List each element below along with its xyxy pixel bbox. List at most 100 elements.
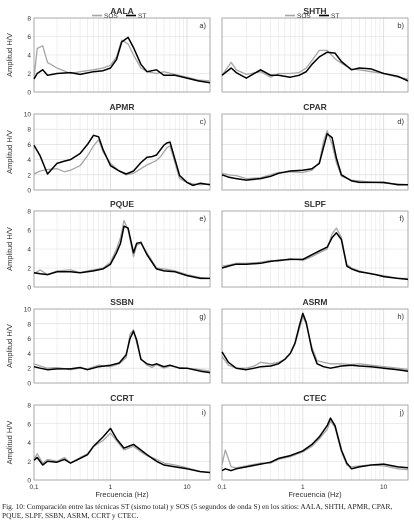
- panel-title: CCRT: [110, 393, 134, 403]
- plot-frame: [33, 17, 211, 93]
- y-tick-label: 0: [27, 478, 31, 485]
- y-tick-label: 10: [24, 112, 32, 119]
- legend-label-st: ST: [331, 13, 339, 20]
- y-axis-label: Amplitud H/V: [5, 33, 14, 77]
- y-tick-label: 6: [27, 228, 31, 235]
- series-line-sos: [33, 432, 211, 474]
- series-line-sos: [33, 139, 211, 186]
- panel-slpf: SLPF f): [221, 199, 409, 288]
- x-axis-label: Frecuencia (Hz): [95, 490, 149, 499]
- panel-title: ASRM: [302, 297, 327, 307]
- panel-ccrt: CCRT i) 0 2 4 6 8 Amplitud H/V 0,1 1 10 Frecuencia …: [5, 393, 211, 499]
- series-line-sos: [221, 315, 409, 371]
- panel-cpar: CPAR d): [221, 102, 409, 191]
- panel-label: h): [397, 312, 404, 321]
- y-tick-label: 4: [27, 247, 31, 254]
- panel-aala: AALA a) 0 2 4 6 8 Amplitud H/V SOS ST: [5, 6, 211, 97]
- legend: SOS ST: [92, 13, 146, 20]
- x-tick-label: 1: [109, 484, 113, 491]
- y-tick-label: 6: [27, 421, 31, 428]
- series-line-st: [221, 133, 408, 186]
- figure-caption: Fig. 10: Comparación entre las técnicas …: [2, 502, 393, 520]
- x-tick-label: 1: [301, 484, 305, 491]
- plot-frame: [221, 404, 409, 481]
- y-axis-label: Amplitud H/V: [5, 227, 14, 271]
- y-tick-label: 2: [27, 266, 31, 273]
- panel-label: d): [397, 117, 404, 126]
- y-tick-label: 8: [27, 16, 31, 23]
- series-line-sos: [221, 49, 409, 80]
- series-line-st: [221, 51, 409, 82]
- y-tick-label: 2: [27, 71, 31, 78]
- plot-frame: [33, 113, 211, 191]
- plot-frame: [221, 113, 409, 191]
- panel-apmr: APMR c) 0 2 4 6 8 10 Amplitud H/V: [5, 102, 211, 195]
- y-tick-label: 0: [27, 285, 31, 292]
- y-tick-label: 8: [27, 321, 31, 328]
- plot-frame: [33, 404, 211, 481]
- panel-label: b): [397, 21, 404, 30]
- y-tick-label: 2: [27, 172, 31, 179]
- panel-shth: SHTH b) SOS ST: [221, 6, 409, 93]
- y-tick-label: 2: [27, 459, 31, 466]
- series-line-sos: [33, 219, 211, 280]
- y-tick-label: 0: [27, 90, 31, 97]
- panel-title: AALA: [110, 6, 134, 16]
- plot-frame: [221, 17, 409, 93]
- plot-frame: [221, 308, 409, 384]
- panel-pque: PQUE e) 0 2 4 6 8 Amplitud H/V: [5, 199, 211, 292]
- y-tick-label: 10: [24, 307, 32, 314]
- series-line-st: [221, 312, 409, 372]
- panel-title: SHTH: [303, 6, 326, 16]
- panel-label: e): [199, 214, 206, 223]
- x-tick-label: 0,1: [29, 484, 38, 491]
- series-line-st: [33, 330, 211, 374]
- y-tick-label: 6: [27, 142, 31, 149]
- y-tick-label: 6: [27, 34, 31, 41]
- y-axis-label: Amplitud H/V: [5, 421, 14, 465]
- plot-frame: [33, 308, 211, 384]
- y-tick-label: 8: [27, 209, 31, 216]
- panel-label: c): [200, 117, 207, 126]
- y-tick-label: 8: [27, 403, 31, 410]
- y-axis-label: Amplitud H/V: [5, 130, 14, 174]
- y-tick-label: 8: [27, 127, 31, 134]
- legend-label-sos: SOS: [104, 13, 118, 20]
- panel-title: PQUE: [110, 199, 134, 209]
- panel-title: SLPF: [304, 199, 326, 209]
- plot-frame: [33, 210, 211, 288]
- panel-ctec: CTEC j) 0,1 1 10 Frecuencia (Hz): [217, 393, 409, 499]
- y-tick-label: 0: [27, 381, 31, 388]
- plot-frame: [221, 210, 409, 288]
- series-line-st: [33, 225, 210, 280]
- panel-title: APMR: [109, 102, 134, 112]
- legend-label-sos: SOS: [297, 13, 311, 20]
- y-tick-label: 4: [27, 440, 31, 447]
- series-line-st: [33, 134, 211, 187]
- series-line-st: [221, 417, 409, 472]
- panel-ssbn: SSBN g) 0 2 4 6 8 10 Amplitud H/V: [5, 297, 211, 388]
- panel-title: CTEC: [303, 393, 326, 403]
- y-tick-label: 4: [27, 157, 31, 164]
- panel-title: SSBN: [110, 297, 134, 307]
- legend-label-st: ST: [138, 13, 146, 20]
- y-axis-label: Amplitud H/V: [5, 324, 14, 368]
- y-tick-label: 4: [27, 53, 31, 60]
- panel-label: i): [202, 408, 207, 417]
- y-tick-label: 2: [27, 366, 31, 373]
- panel-asrm: ASRM h): [221, 297, 409, 384]
- x-tick-label: 0,1: [217, 484, 226, 491]
- panel-label: g): [199, 312, 206, 321]
- x-tick-label: 10: [183, 484, 191, 491]
- legend: SOS ST: [285, 13, 339, 20]
- series-line-st: [221, 232, 409, 281]
- x-tick-label: 10: [380, 484, 388, 491]
- series-line-st: [33, 36, 211, 84]
- panel-label: f): [399, 214, 404, 223]
- series-line-st: [33, 427, 211, 474]
- y-tick-label: 6: [27, 336, 31, 343]
- panel-title: CPAR: [303, 102, 326, 112]
- panel-label: a): [199, 21, 206, 30]
- x-axis-label: Frecuencia (Hz): [288, 490, 342, 499]
